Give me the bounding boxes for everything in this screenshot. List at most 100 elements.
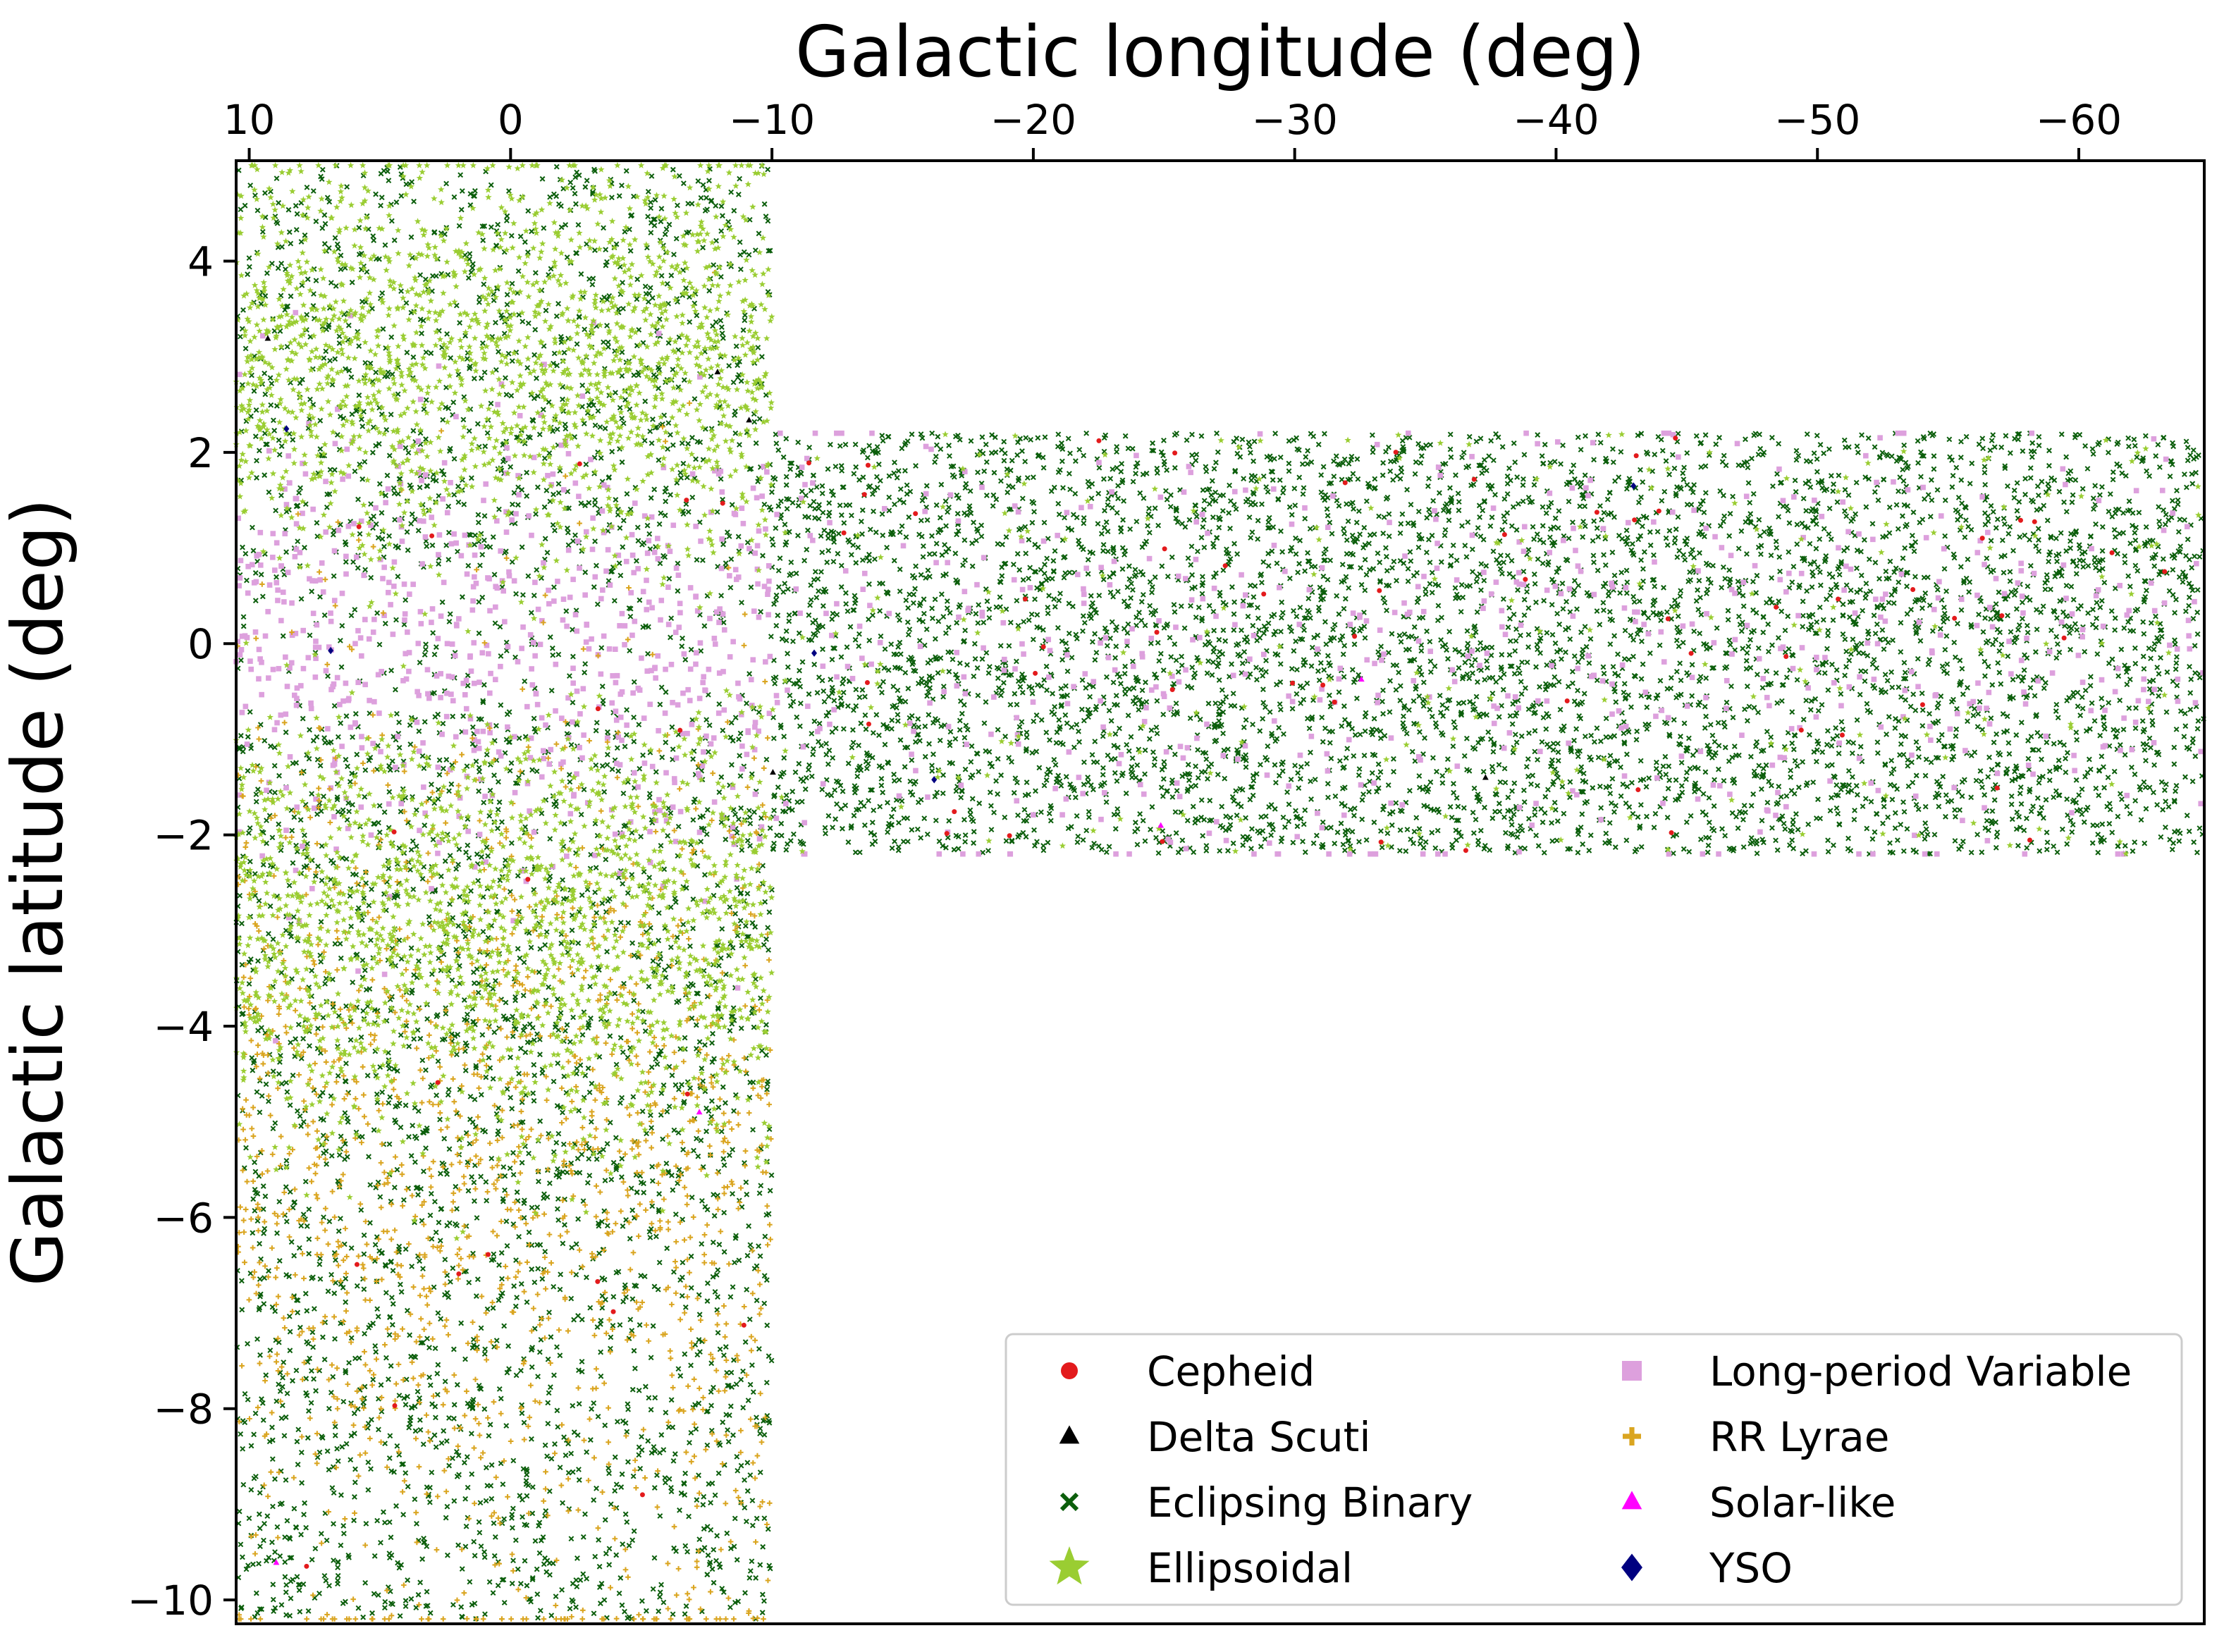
data-point <box>736 736 742 742</box>
data-point <box>536 969 542 975</box>
data-point <box>284 1517 290 1524</box>
data-point <box>634 557 639 564</box>
data-point <box>551 1372 557 1379</box>
data-point <box>694 312 700 319</box>
data-point <box>317 1449 323 1455</box>
data-point <box>362 967 368 973</box>
data-point <box>727 1028 733 1034</box>
data-point <box>283 1477 289 1483</box>
data-point <box>555 1217 562 1223</box>
data-point <box>321 1214 326 1221</box>
data-point <box>291 1252 297 1259</box>
data-point <box>725 1438 732 1445</box>
data-point <box>555 481 562 487</box>
data-point <box>646 875 653 880</box>
data-point <box>552 1441 558 1447</box>
data-point <box>481 369 488 376</box>
data-point <box>497 624 503 630</box>
data-point <box>645 214 651 220</box>
data-point <box>535 1374 541 1380</box>
data-point <box>459 1566 465 1572</box>
data-point <box>478 1173 484 1180</box>
data-point <box>310 1344 317 1350</box>
data-point <box>756 230 762 237</box>
data-point <box>582 670 588 676</box>
data-point <box>609 568 615 574</box>
data-point <box>349 279 355 285</box>
data-point <box>567 179 574 185</box>
data-point <box>629 940 635 947</box>
data-point <box>238 477 245 483</box>
data-point <box>629 872 635 878</box>
data-point <box>690 756 696 762</box>
data-point <box>555 490 562 496</box>
data-point <box>478 1092 484 1098</box>
data-point <box>379 195 385 201</box>
data-point <box>448 355 454 361</box>
data-point <box>496 1262 502 1268</box>
data-point <box>747 820 754 827</box>
data-point <box>610 1322 616 1329</box>
data-point <box>436 757 443 763</box>
data-point <box>435 1310 441 1316</box>
data-point <box>586 500 592 506</box>
data-point <box>430 476 436 483</box>
data-point <box>410 354 417 360</box>
data-point <box>396 1393 403 1398</box>
data-point <box>698 195 704 201</box>
data-point <box>499 1276 505 1282</box>
data-point <box>330 1374 336 1380</box>
scatter-points <box>233 161 2206 1622</box>
data-point <box>746 252 752 258</box>
data-point <box>756 1345 762 1352</box>
data-point <box>700 182 706 188</box>
data-point <box>423 397 429 403</box>
data-point <box>400 1197 407 1203</box>
data-point <box>559 1586 565 1593</box>
data-point <box>272 789 278 796</box>
data-point <box>467 1140 473 1147</box>
data-point <box>625 920 632 926</box>
data-point <box>645 651 651 657</box>
data-point <box>508 760 515 766</box>
data-point <box>668 615 675 622</box>
data-point <box>434 1092 440 1099</box>
data-point <box>586 1173 593 1178</box>
data-point <box>617 405 623 411</box>
data-point <box>737 773 744 779</box>
data-point <box>269 1539 275 1546</box>
data-point <box>603 262 609 269</box>
data-point <box>739 847 745 853</box>
data-point <box>562 421 568 428</box>
data-point <box>505 1343 512 1349</box>
data-point <box>496 799 503 806</box>
data-point <box>381 1605 388 1611</box>
data-point <box>432 1345 438 1352</box>
data-point <box>689 435 695 440</box>
data-point <box>569 927 575 933</box>
data-point <box>554 426 560 433</box>
data-point <box>311 1306 317 1312</box>
data-point <box>621 980 627 987</box>
data-point <box>329 1485 336 1491</box>
data-point <box>287 1102 293 1108</box>
data-point <box>472 541 477 548</box>
data-point <box>645 299 651 305</box>
data-point <box>682 1492 688 1498</box>
data-point <box>331 1521 336 1527</box>
data-point <box>546 877 552 884</box>
data-point <box>554 1344 560 1350</box>
data-point <box>671 1127 677 1133</box>
data-point <box>624 491 630 497</box>
data-point <box>737 175 743 182</box>
data-point <box>385 1061 391 1068</box>
data-point <box>295 538 301 545</box>
data-point <box>295 1108 300 1114</box>
data-point <box>371 1553 378 1559</box>
data-point <box>471 980 477 986</box>
data-point <box>455 499 462 505</box>
data-point <box>238 1431 244 1437</box>
data-point <box>361 1286 367 1293</box>
data-point <box>668 272 675 278</box>
